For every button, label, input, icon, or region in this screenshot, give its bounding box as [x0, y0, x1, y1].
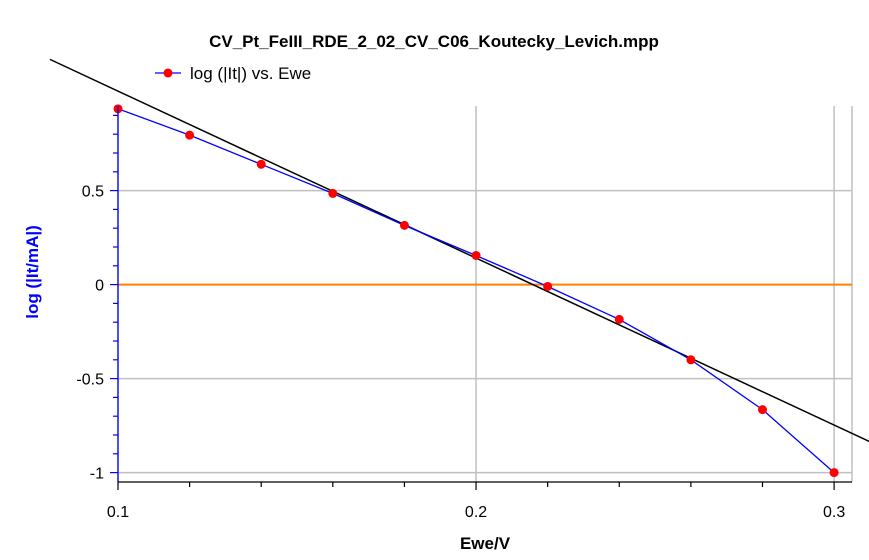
data-point [185, 130, 195, 140]
legend-entry: log (|It|) vs. Ewe [190, 64, 311, 83]
legend-marker [163, 68, 173, 78]
data-point [328, 188, 338, 198]
data-point [757, 405, 767, 415]
fit-line [49, 58, 869, 443]
y-tick-label: -1 [90, 466, 104, 483]
data-point [686, 355, 696, 365]
data-point [829, 468, 839, 478]
x-tick-label: 0.2 [465, 504, 487, 521]
x-tick-label: 0.1 [107, 504, 129, 521]
x-tick-label: 0.3 [823, 504, 845, 521]
chart-title: CV_Pt_FeIII_RDE_2_02_CV_C06_Koutecky_Lev… [209, 32, 659, 51]
data-point [614, 314, 624, 324]
data-point [543, 281, 553, 291]
y-axis-label: log (|It/mA|) [23, 225, 42, 319]
y-tick-label: 0 [95, 278, 104, 295]
data-point [256, 159, 266, 169]
y-tick-label: 0.5 [82, 184, 104, 201]
y-tick-label: -0.5 [76, 372, 104, 389]
tick-labels: 0.1 0.2 0.3 0.5 0 -0.5 -1 [76, 184, 845, 521]
grid [117, 106, 853, 482]
axes [110, 106, 852, 490]
fit-line-layer [49, 58, 869, 443]
x-axis-label: Ewe/V [460, 534, 511, 553]
series-layer [113, 104, 839, 478]
data-point [399, 220, 409, 230]
data-point [471, 250, 481, 260]
legend: log (|It|) vs. Ewe [155, 64, 311, 83]
